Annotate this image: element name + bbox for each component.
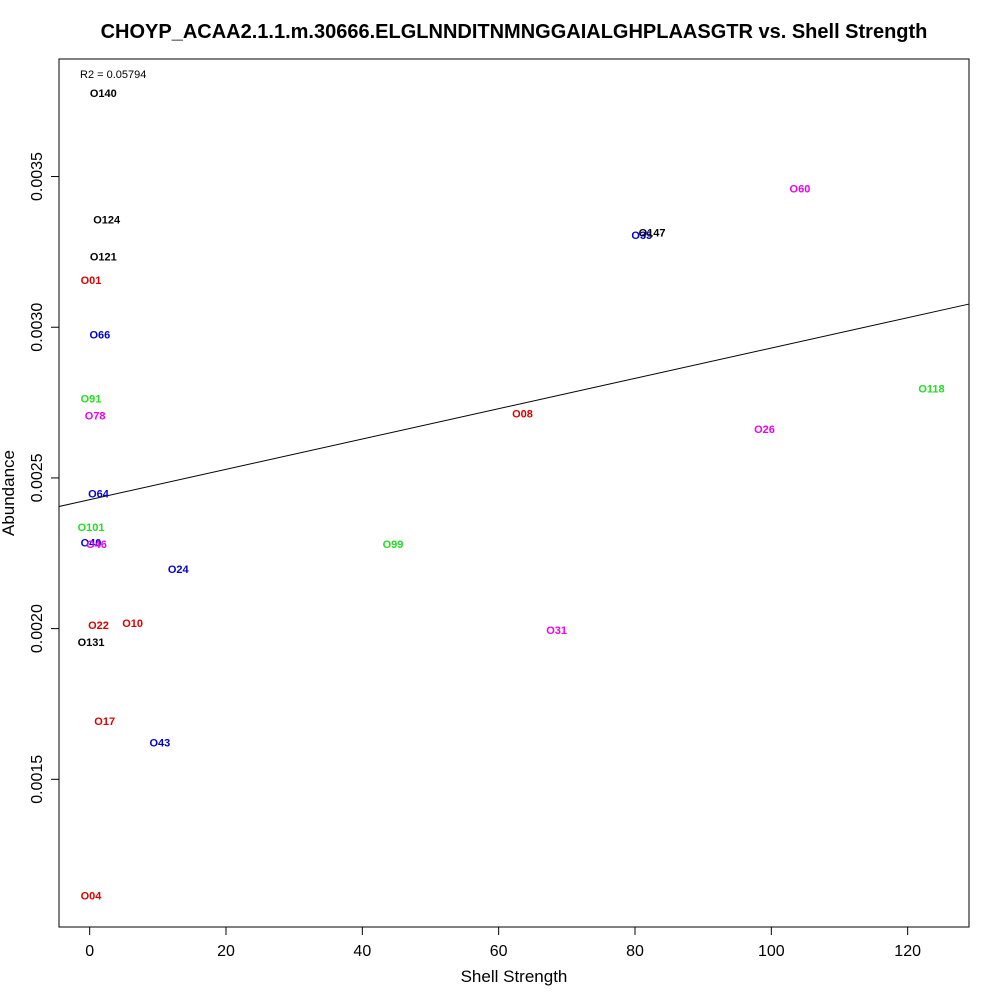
data-point-o31: O31 xyxy=(546,625,567,637)
y-tick-label: 0.0035 xyxy=(29,152,46,201)
x-axis: 0 20 40 60 80 100 120 xyxy=(85,926,921,960)
y-axis-label: Abundance xyxy=(0,450,18,536)
data-point-o35: O35 xyxy=(631,230,652,242)
data-point-o46: O46 xyxy=(86,539,107,551)
data-point-o101: O101 xyxy=(78,522,105,534)
data-point-o78: O78 xyxy=(85,411,106,423)
data-point-o118: O118 xyxy=(918,383,944,395)
data-point-o22: O22 xyxy=(88,620,109,632)
x-tick-label: 40 xyxy=(353,943,371,960)
data-point-o10: O10 xyxy=(122,618,143,630)
x-tick-label: 60 xyxy=(490,943,508,960)
data-point-o64: O64 xyxy=(88,489,110,501)
data-point-o124: O124 xyxy=(93,215,121,227)
y-tick-label: 0.0020 xyxy=(29,604,46,653)
x-tick-label: 80 xyxy=(626,943,644,960)
data-point-o40: O40 xyxy=(81,537,102,549)
y-tick-label: 0.0015 xyxy=(29,755,46,804)
data-point-o60: O60 xyxy=(790,184,811,196)
data-point-o66: O66 xyxy=(90,329,111,341)
x-tick-label: 0 xyxy=(85,943,94,960)
y-tick-label: 0.0025 xyxy=(29,453,46,502)
data-point-o43: O43 xyxy=(149,738,170,750)
r2-annotation: R2 = 0.05794 xyxy=(80,69,146,81)
data-point-o121: O121 xyxy=(90,252,117,264)
data-point-o140: O140 xyxy=(90,88,117,100)
data-point-o91: O91 xyxy=(81,394,102,406)
chart-title: CHOYP_ACAA2.1.1.m.30666.ELGLNNDITNMNGGAI… xyxy=(101,21,928,43)
data-point-o99: O99 xyxy=(383,539,404,551)
x-tick-label: 100 xyxy=(758,943,785,960)
x-axis-label: Shell Strength xyxy=(461,967,568,986)
data-point-o08: O08 xyxy=(512,409,533,421)
y-axis: 0.0015 0.0020 0.0025 0.0030 0.0035 xyxy=(29,152,60,804)
data-point-o147: O147 xyxy=(639,227,666,239)
plot-area xyxy=(58,58,970,928)
data-point-o01: O01 xyxy=(81,275,102,287)
data-point-o26: O26 xyxy=(754,424,775,436)
x-tick-label: 20 xyxy=(217,943,235,960)
y-tick-label: 0.0030 xyxy=(29,303,46,352)
data-point-o17: O17 xyxy=(94,716,115,728)
x-tick-label: 120 xyxy=(894,943,921,960)
data-point-o04: O04 xyxy=(81,890,103,902)
trend-line xyxy=(58,303,970,507)
data-point-o24: O24 xyxy=(168,564,190,576)
data-point-o131: O131 xyxy=(78,637,105,649)
